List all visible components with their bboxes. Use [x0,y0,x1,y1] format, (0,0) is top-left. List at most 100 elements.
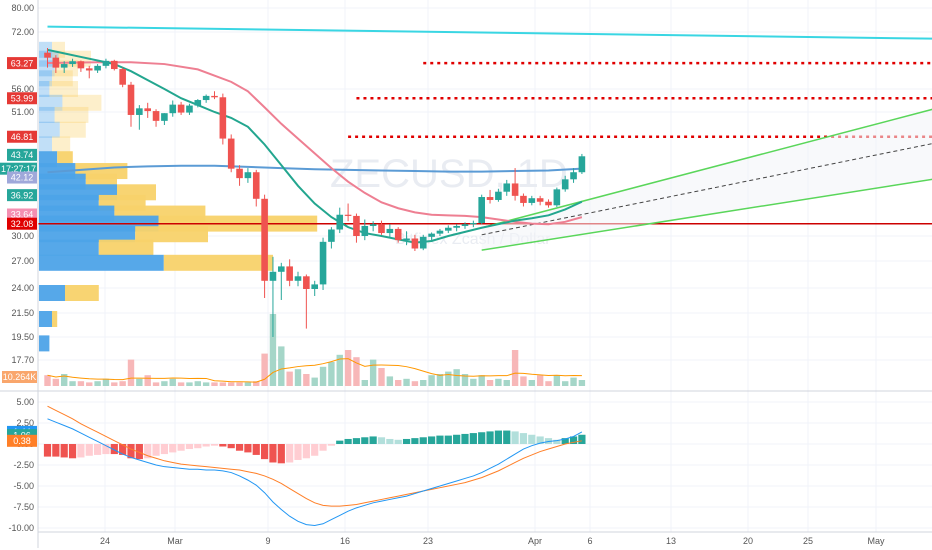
macd-histogram-bar [528,434,536,444]
macd-histogram-bar [494,430,502,444]
macd-histogram-bar [43,444,52,457]
macd-histogram-bar [77,444,85,458]
trend-lines[interactable] [47,25,932,251]
volume-bar [169,378,176,386]
macd-histogram-bar [202,444,210,447]
volume-profile-buy [39,70,52,87]
watermark-symbol: ZECUSD, 1D [330,152,568,196]
volume-bar [77,381,85,386]
volume-bar [520,376,527,386]
macd-histogram-bar [561,438,569,444]
candle-body [177,104,185,113]
volume-bar [136,378,143,386]
macd-histogram-bar [277,444,285,464]
candle-body [194,100,202,106]
macd-histogram-bar [302,444,310,459]
candle-body [269,271,277,281]
macd-histogram-bar [411,438,419,444]
price-tag [7,130,37,143]
volume-profile-buy [39,136,52,153]
price-tag-label: 46.81 [11,132,34,142]
price-tag [7,57,37,70]
macd-histogram-bar [235,444,244,451]
macd-histogram-bar [361,437,369,444]
time-tick-label: May [867,536,885,546]
macd-histogram-bar [144,444,152,459]
candle-body [570,172,577,180]
macd-histogram-bar [536,436,544,444]
candle-body [536,198,544,202]
candle-body [361,225,369,236]
macd-histogram-bar [177,444,185,451]
candle-body [60,64,68,68]
macd-histogram-bar [227,444,235,449]
price-tag [7,189,37,202]
macd-histogram-bar [453,434,461,444]
time-tick-label: Mar [167,536,183,546]
volume-bar [303,374,310,386]
candle-body [152,111,160,121]
macd-histogram-bar [578,434,586,444]
candle-body [319,241,327,285]
macd-histogram-bar [252,444,260,455]
candle-body [236,168,243,179]
candle-body [369,224,377,226]
volume-bar [411,381,419,386]
price-tag [7,434,37,447]
trend-line [47,25,932,40]
volume-bar [436,374,444,386]
price-tick-label: 72.00 [11,27,34,37]
time-tick-label: 23 [423,536,433,546]
fast-ma-line [47,48,583,244]
macd-histogram-bar [461,433,469,444]
volume-profile-sell [52,136,71,153]
candle-body [336,214,344,230]
channel-fill [481,109,932,251]
macd-histogram-bar [436,435,444,444]
macd-histogram-bar [60,444,68,458]
volume-bar [528,380,535,386]
volume-bar [536,375,544,386]
candle-body [85,68,93,71]
price-tag [7,171,37,184]
trend-line [481,108,932,229]
macd-histogram-bar [478,432,486,444]
candle-body [102,60,110,66]
volume-bar [395,380,402,386]
macd-histogram-bar [94,444,102,455]
price-tag-label: 33.64 [11,210,34,220]
volume-tag-label: 10.264K [3,372,37,382]
volume-bar [219,382,227,386]
volume-profile-buy [39,335,50,352]
volume-profile-sell [52,70,73,87]
candle-body [252,172,260,199]
macd-histogram-bar [336,440,344,444]
volume-profile-buy [39,121,60,138]
candle-body [52,57,60,68]
volume-profile-sell [98,239,154,256]
volume-bars [44,314,586,386]
time-tick-label: 20 [743,536,753,546]
candle-body [219,97,227,139]
macd-histogram-bar [185,444,194,450]
volume-bar [578,380,586,386]
time-axis[interactable]: 24 Mar 9 16 23 Apr 6 13 20 25 May [100,536,885,546]
volume-bar [61,374,68,386]
macd-histogram-bar [469,433,477,444]
candle-body [495,191,502,200]
macd-histogram-bar [169,444,177,453]
volume-bar [86,382,93,386]
candle-body [244,172,252,179]
horizontal-levels[interactable] [38,61,932,251]
volume-bar [344,350,352,386]
volume-bar [177,382,185,386]
candle-body [503,183,511,192]
vwap-line [47,164,582,174]
macd-histogram-bar [369,436,377,444]
candle-body [403,238,410,241]
macd-histogram-bar [311,444,319,456]
volume-bar [503,380,510,386]
candle-body [561,179,569,190]
